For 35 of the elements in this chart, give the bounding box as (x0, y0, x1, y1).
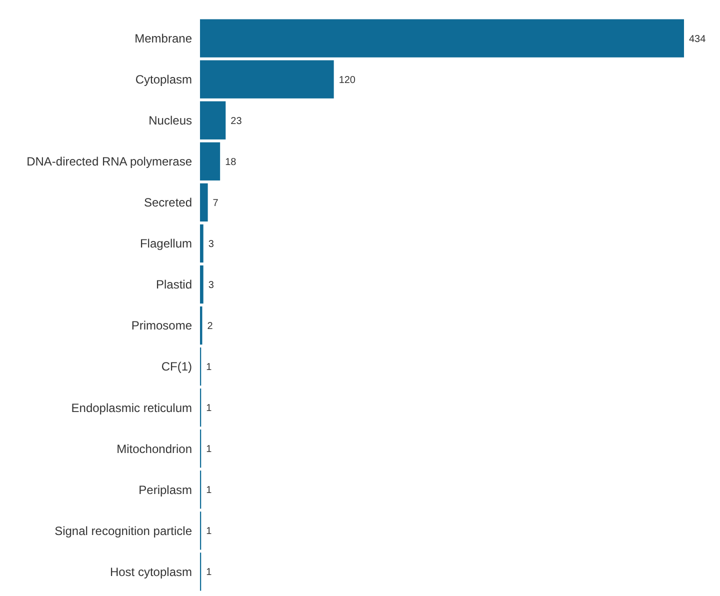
data-label: 120 (338, 74, 356, 86)
data-label: 23 (230, 116, 242, 127)
y-tick-label: Primosome (131, 318, 192, 333)
data-label: 1 (206, 444, 212, 456)
data-label: 3 (208, 238, 214, 250)
y-tick-label: Mitochondrion (116, 442, 192, 456)
data-label: 1 (206, 485, 212, 496)
y-tick-label: Plastid (156, 278, 192, 292)
y-tick-label: Secreted (144, 196, 192, 210)
bar (200, 142, 220, 180)
bar (200, 183, 208, 222)
y-tick-label: Signal recognition particle (54, 524, 192, 538)
data-label: 18 (225, 156, 237, 168)
data-label: 1 (206, 526, 212, 538)
data-label: 1 (206, 403, 212, 414)
bar (200, 224, 204, 263)
y-tick-label: Flagellum (140, 236, 192, 251)
bar (200, 60, 334, 98)
data-label: 3 (208, 280, 214, 291)
data-label: 1 (206, 567, 212, 578)
bar (200, 101, 226, 140)
data-label: 7 (212, 198, 219, 209)
bar (200, 19, 684, 58)
y-tick-label: DNA-directed RNA polymerase (26, 154, 192, 169)
y-tick-label: Membrane (134, 32, 192, 46)
data-label: 2 (207, 321, 214, 332)
y-tick-label: Endoplasmic reticulum (71, 400, 192, 415)
bar (200, 265, 204, 304)
y-tick-label: Nucleus (148, 114, 192, 128)
y-tick-label: Cytoplasm (135, 72, 192, 87)
y-tick-label: CF(1) (161, 360, 192, 374)
y-tick-label: Host cytoplasm (110, 564, 192, 579)
y-tick-label: Periplasm (138, 482, 192, 497)
data-label: 434 (689, 34, 706, 45)
data-label: 1 (206, 362, 212, 374)
